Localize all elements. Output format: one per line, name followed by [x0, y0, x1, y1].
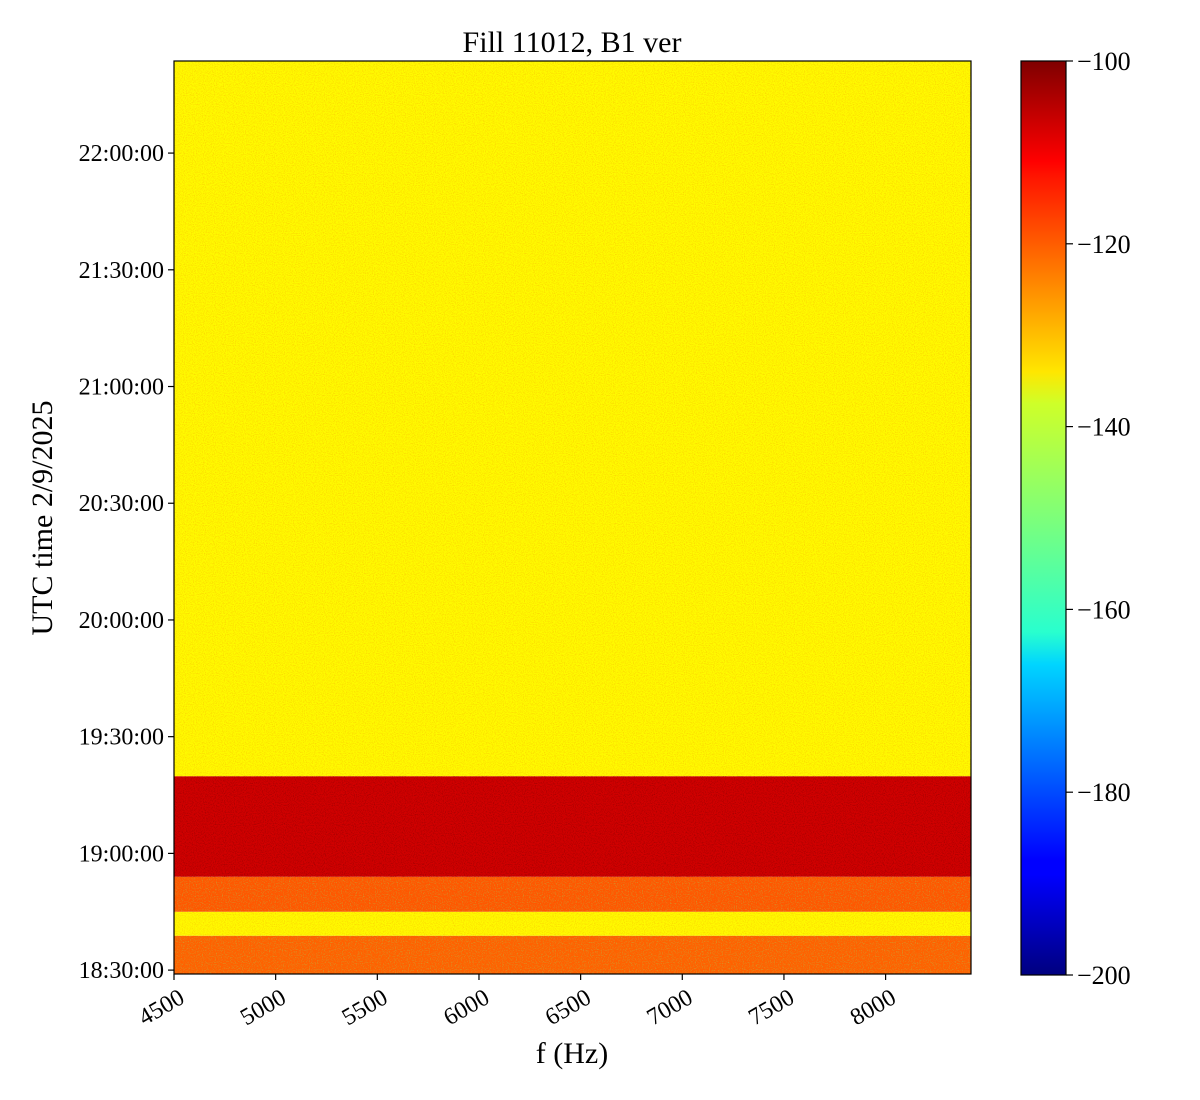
x-axis-label: f (Hz)	[536, 1037, 608, 1070]
y-tick-label: 20:00:00	[79, 608, 164, 634]
y-tick-label: 21:30:00	[79, 258, 164, 284]
y-tick-label: 20:30:00	[79, 491, 164, 517]
band-texture-segment-3	[174, 876, 971, 912]
colorbar-tick-label: −180	[1077, 778, 1131, 807]
y-tick-label: 19:30:00	[79, 725, 164, 751]
band-texture-segment-5	[174, 61, 971, 777]
y-tick-label: 18:30:00	[79, 958, 164, 984]
x-tick-label: 6500	[541, 985, 596, 1032]
band-texture-segment-4	[174, 776, 971, 877]
colorbar-tick-label: −140	[1077, 413, 1131, 442]
colorbar-gradient	[1021, 61, 1066, 975]
colorbar: −100 −120 −140 −160 −180 −200	[1020, 47, 1131, 990]
x-tick-label: 7000	[643, 985, 698, 1032]
x-tick-label: 6000	[439, 985, 494, 1032]
x-tick-label: 5000	[236, 985, 291, 1032]
x-axis: 4500 5000 5500 6000 6500 7000 7500 8000	[134, 974, 901, 1032]
plot-area	[174, 61, 971, 974]
band-texture-segment-1	[174, 935, 971, 974]
colorbar-frame	[1020, 60, 1067, 976]
colorbar-tick-label: −160	[1077, 595, 1131, 624]
plot-frame	[173, 60, 972, 975]
y-tick-label: 22:00:00	[79, 141, 164, 167]
colorbar-tick-label: −200	[1077, 961, 1131, 990]
y-axis-label: UTC time 2/9/2025	[26, 401, 59, 636]
chart-title: Fill 11012, B1 ver	[463, 26, 682, 59]
colorbar-tick-label: −120	[1077, 230, 1131, 259]
x-tick-label: 4500	[134, 985, 189, 1032]
y-tick-label: 21:00:00	[79, 375, 164, 401]
colorbar-tick-label: −100	[1077, 47, 1131, 76]
x-tick-label: 5500	[338, 985, 393, 1032]
y-tick-label: 19:00:00	[79, 841, 164, 867]
x-tick-label: 8000	[846, 985, 901, 1032]
y-axis: 18:30:00 19:00:00 19:30:00 20:00:00 20:30:00…	[79, 141, 174, 984]
x-tick-label: 7500	[744, 985, 799, 1032]
band-texture-segment-2	[174, 911, 971, 936]
